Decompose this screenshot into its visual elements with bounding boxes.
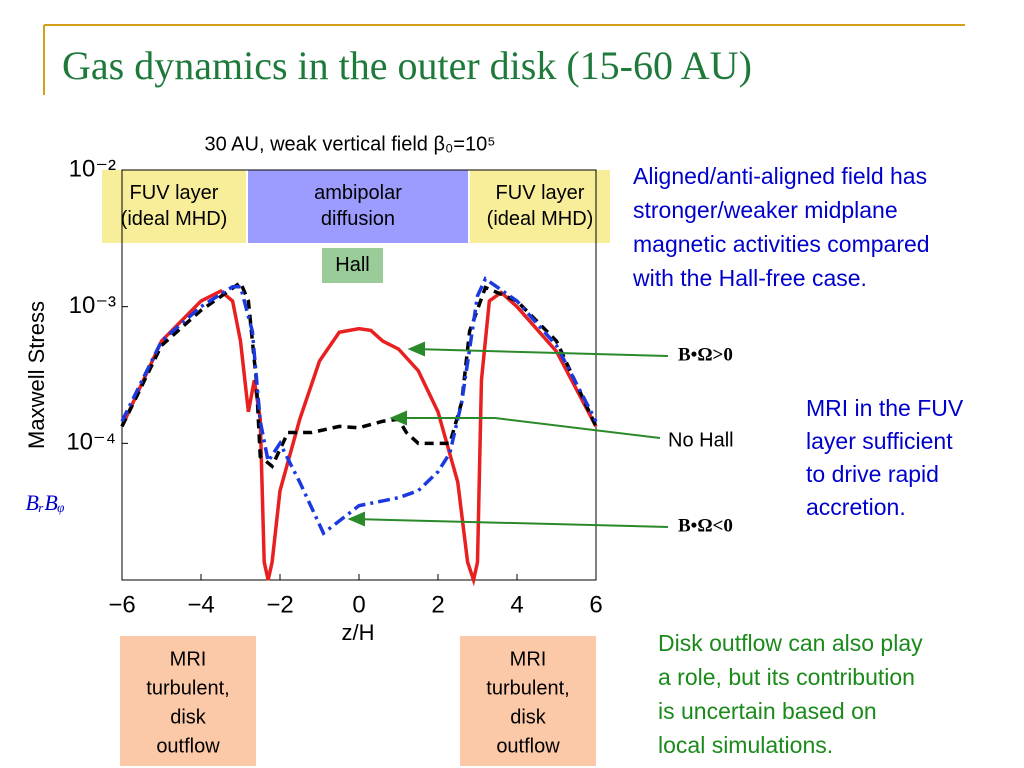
region — [470, 170, 610, 243]
note-text: with the Hall-free case. — [632, 265, 867, 291]
series-line — [120, 289, 598, 587]
info-box-text: outflow — [156, 735, 220, 757]
region-label: (ideal MHD) — [487, 208, 594, 230]
info-box-text: disk — [170, 706, 207, 728]
region — [248, 170, 468, 243]
note-text: a role, but its contribution — [658, 664, 915, 690]
x-tick-label: 2 — [431, 591, 444, 618]
arrow-head — [347, 511, 365, 527]
arrow — [396, 417, 661, 439]
x-tick-label: −2 — [266, 591, 293, 618]
legend-label: B•Ω>0 — [678, 344, 733, 365]
info-box-text: turbulent, — [486, 677, 569, 699]
note-text: magnetic activities compared — [633, 231, 930, 257]
arrow-head — [389, 410, 407, 426]
info-box-text: MRI — [170, 648, 207, 670]
x-tick-label: 6 — [589, 591, 602, 618]
x-tick-label: 4 — [510, 591, 523, 618]
slide-title: Gas dynamics in the outer disk (15-60 AU… — [62, 43, 752, 88]
y-axis-label: Maxwell Stress — [24, 301, 49, 449]
region-label: diffusion — [321, 208, 395, 230]
info-box-text: turbulent, — [146, 677, 229, 699]
x-tick-label: −6 — [108, 591, 135, 618]
x-tick-label: −4 — [187, 591, 214, 618]
note-text: is uncertain based on — [658, 698, 877, 724]
arrows — [347, 341, 669, 528]
side-label: BᵣBᵩ — [25, 490, 64, 515]
region-label: FUV layer — [130, 182, 219, 204]
series-line — [120, 276, 598, 536]
x-tick-label: 0 — [352, 591, 365, 618]
note-text: layer sufficient — [806, 428, 953, 454]
info-box-text: outflow — [496, 735, 560, 757]
note-text: to drive rapid — [806, 461, 939, 487]
y-tick-label: 10⁻³ — [69, 292, 116, 319]
note-text: Disk outflow can also play — [658, 630, 923, 656]
note-text: stronger/weaker midplane — [633, 197, 898, 223]
y-tick-label: 10⁻² — [69, 155, 116, 182]
region — [322, 248, 383, 283]
note-text: accretion. — [806, 494, 906, 520]
region-label: Hall — [335, 254, 369, 276]
region-label: (ideal MHD) — [121, 208, 228, 230]
legend-label: No Hall — [668, 429, 734, 451]
region-label: ambipolar — [314, 182, 402, 204]
y-tick-label: 10⁻⁴ — [66, 429, 116, 456]
x-axis-label: z/H — [342, 620, 375, 645]
info-box-text: MRI — [510, 648, 547, 670]
note-text: Aligned/anti-aligned field has — [633, 163, 927, 189]
chart-title: 30 AU, weak vertical field β₀=10⁵ — [204, 133, 495, 155]
info-box — [120, 636, 256, 766]
arrow — [353, 518, 669, 528]
legend-label: B•Ω<0 — [678, 515, 733, 536]
note-text: MRI in the FUV — [806, 395, 964, 421]
region-label: FUV layer — [496, 182, 585, 204]
info-box-text: disk — [510, 706, 547, 728]
note-text: local simulations. — [658, 732, 833, 758]
region — [102, 170, 246, 243]
arrow — [413, 348, 669, 357]
info-box — [460, 636, 596, 766]
arrow-head — [407, 341, 425, 357]
series-line — [120, 279, 598, 469]
